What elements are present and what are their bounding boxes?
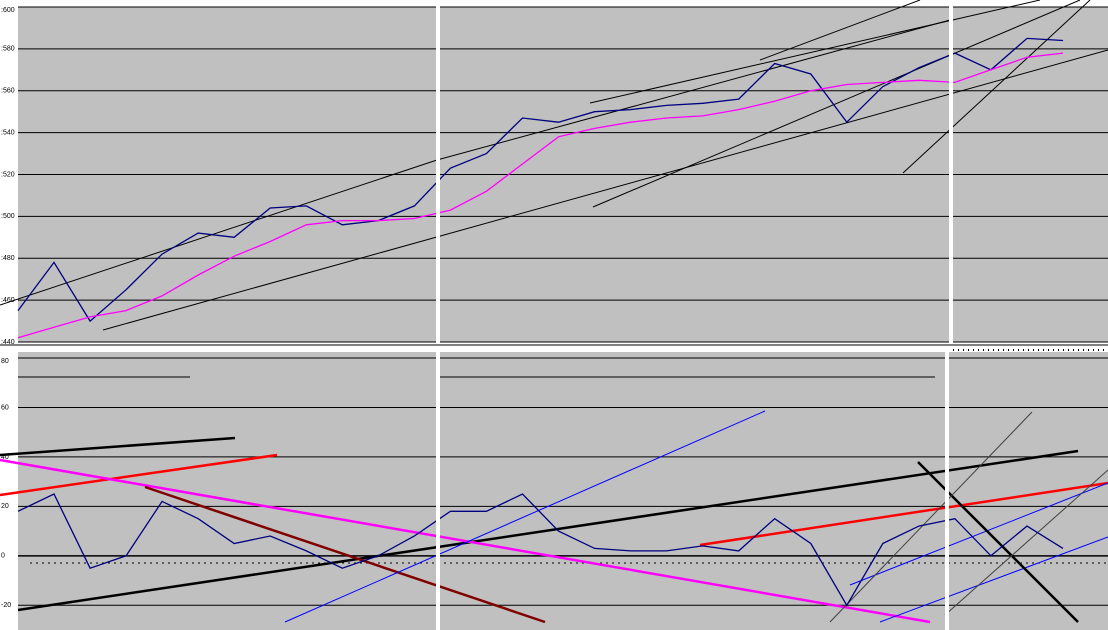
trend-line <box>0 458 931 624</box>
y-tick-label: :480 <box>1 255 15 262</box>
trend-line <box>17 449 1079 612</box>
trend-line <box>102 49 1108 331</box>
panel <box>18 352 436 630</box>
y-tick-label: :540 <box>1 129 15 136</box>
series-line <box>17 37 1064 323</box>
y-tick-label: :500 <box>1 213 15 220</box>
trend-line <box>829 411 1033 623</box>
series-line <box>17 52 1064 339</box>
panel <box>440 352 945 630</box>
trend-line <box>0 453 278 497</box>
trend-line <box>849 482 1108 586</box>
trend-line <box>944 469 1108 616</box>
y-tick-label: -20 <box>1 602 11 609</box>
y-tick-label: 20 <box>1 503 9 510</box>
separator <box>949 0 953 346</box>
separator <box>945 346 949 630</box>
trend-line <box>759 0 921 61</box>
y-tick-label: :440 <box>1 339 15 346</box>
y-tick-label: :580 <box>1 46 15 53</box>
trend-line <box>699 481 1108 547</box>
y-tick-label: :520 <box>1 171 15 178</box>
series-layer <box>17 37 1064 607</box>
panels <box>18 7 1108 630</box>
panel <box>949 352 1108 630</box>
trend-line <box>144 485 546 624</box>
trend-line <box>284 410 766 623</box>
separator <box>436 0 440 630</box>
trend-line <box>917 461 1079 623</box>
trend-line <box>902 0 1091 174</box>
trend-line <box>589 0 1041 104</box>
y-tick-label: :600 <box>1 7 15 14</box>
trend-line <box>879 536 1108 623</box>
trend-line <box>0 159 438 306</box>
y-tick-label: 40 <box>1 454 9 461</box>
series-line <box>17 493 1064 607</box>
y-tick-label: 60 <box>1 404 9 411</box>
y-tick-label: 0 <box>1 553 5 560</box>
y-tick-label: :560 <box>1 88 15 95</box>
y-tick-label: 80 <box>1 358 9 365</box>
trend-line <box>436 19 951 161</box>
trend-line <box>592 0 1081 208</box>
trend-line <box>0 436 236 457</box>
y-tick-label: :460 <box>1 297 15 304</box>
